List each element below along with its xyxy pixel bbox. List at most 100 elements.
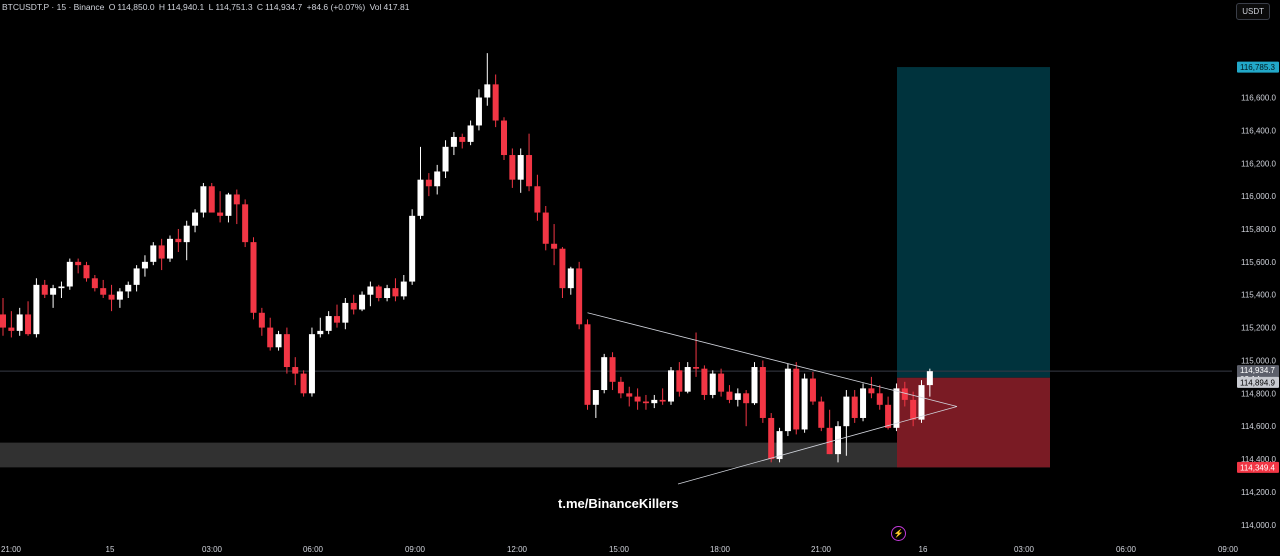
candle-up [484,84,491,98]
candle-down [876,393,883,405]
candle-down [526,155,533,187]
candle-up [751,367,758,404]
candle-up [893,388,900,428]
price-tick-label: 115,400.0 [1241,291,1277,300]
candle-up [66,261,73,287]
stop-price-tag-bg [1237,461,1279,473]
candle-up [58,286,65,289]
candle-up [601,357,608,391]
price-tags: 116,785.3114,934.702:14114,894.9114,349.… [1237,61,1279,473]
candle-down [576,268,583,325]
time-tick-label: 06:00 [303,545,324,554]
price-tick-label: 116,000.0 [1241,192,1277,201]
candle-down [626,393,633,397]
candle-down [551,243,558,249]
lightning-icon[interactable]: ⚡ [891,526,906,541]
candle-up [409,215,416,282]
target-price-tag-bg [1237,61,1279,73]
candle-down [609,357,616,382]
candle-down [851,396,858,418]
candle-up [450,136,457,147]
time-tick-label: 15:00 [609,545,630,554]
candle-down [375,286,382,299]
candle-down [258,312,265,328]
time-tick-label: 12:00 [507,545,528,554]
candle-down [885,404,892,428]
candle-up [434,171,441,187]
close-label: C [256,2,264,12]
candle-up [835,426,841,455]
candle-up [684,367,691,392]
candle-down [501,120,507,156]
candle-up [651,399,658,404]
stop-price-tag-label: 114,349.4 [1240,463,1276,472]
candle-up [325,316,332,331]
candle-down [175,238,182,243]
candle-down [818,401,825,428]
candle-up [367,286,374,295]
price-axis[interactable]: 114,000.0 114,200.0 114,400.0 114,600.0 114,… [1241,94,1277,530]
entry-price-tag-label: 114,894.9 [1240,378,1276,387]
candle-down [108,294,115,300]
candle-down [759,367,766,418]
candle-up [776,431,783,460]
candle-down [292,367,299,374]
candle-up [668,370,674,402]
candle-up [517,155,524,180]
price-tick-label: 114,000.0 [1241,521,1277,530]
candle-up [592,390,599,405]
time-tick-label: 16 [919,545,928,554]
candle-down [910,399,917,420]
target-price-tag-label: 116,785.3 [1240,63,1276,72]
candle-down [41,284,48,295]
time-axis[interactable]: 21:00 15 03:00 06:00 09:00 12:00 15:00 18:00 21:… [1,545,1239,554]
candle-down [208,186,215,213]
candle-down [642,401,649,404]
close-value: 114,934.7 [265,2,303,12]
change-value: +84.6 (+0.07%) [306,2,366,12]
candle-down [392,288,399,297]
candle-up [342,302,349,323]
price-tick-label: 114,600.0 [1241,422,1277,431]
candle-down [91,278,98,289]
candle-up [150,245,157,262]
candle-down [233,194,240,205]
time-tick-label: 15 [106,545,115,554]
candle-down [459,136,466,142]
candle-down [75,261,82,266]
candle-down [250,242,257,313]
candle-up [475,97,482,126]
symbol-label[interactable]: BTCUSDT.P · 15 · Binance [2,2,105,12]
candle-down [726,391,733,400]
volume-value: 417.81 [383,2,410,12]
target-zone [897,67,1050,378]
candle-down [8,327,15,331]
candle-down [425,179,432,187]
candle-down [83,265,90,279]
candle-up [317,330,324,335]
candle-up [784,368,791,432]
low-value: 114,751.3 [215,2,253,12]
price-tick-label: 114,800.0 [1241,389,1277,398]
candle-down [350,302,357,310]
candle-down [826,427,833,455]
candle-up [167,238,173,259]
candle-up [125,284,132,292]
high-label: H [158,2,166,12]
candle-up [16,314,23,331]
candle-down [492,84,499,121]
candle-up [918,385,925,420]
candle-down [617,381,624,394]
price-tick-label: 115,800.0 [1241,225,1277,234]
candle-down [584,324,591,405]
currency-button[interactable]: USDT [1236,3,1270,20]
symbol-legend: BTCUSDT.P · 15 · Binance O 114,850.0 H 114… [2,2,411,12]
candle-down [901,388,908,400]
price-tick-label: 116,200.0 [1241,159,1277,168]
price-tick-label: 115,200.0 [1241,324,1277,333]
time-tick-label: 09:00 [1218,545,1239,554]
time-tick-label: 21:00 [1,545,22,554]
candle-up [141,261,148,269]
